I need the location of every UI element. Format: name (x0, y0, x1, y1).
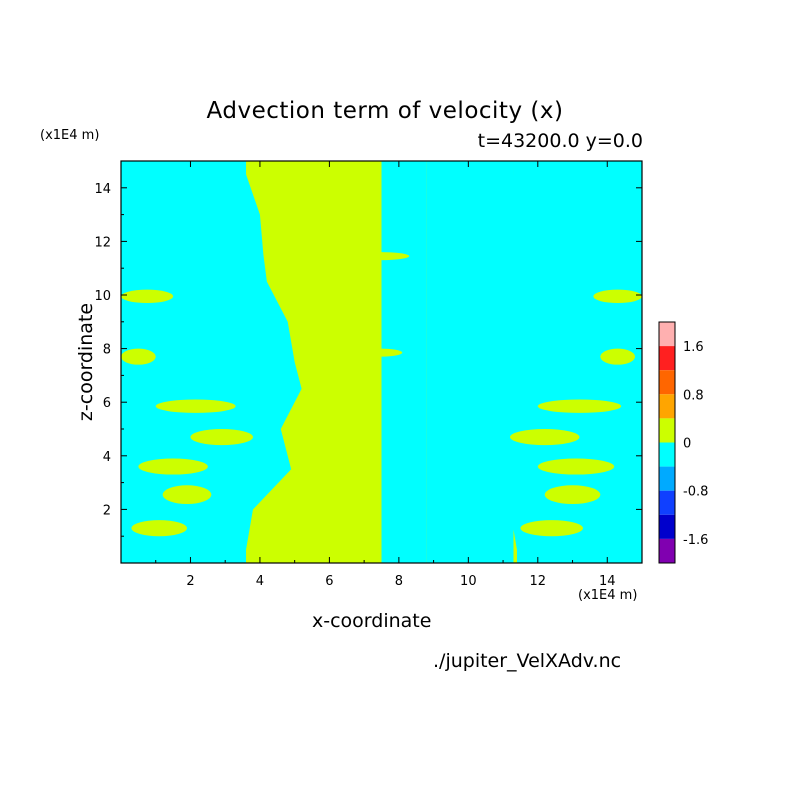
positive-patch (121, 348, 156, 365)
y-tick-label: 6 (103, 396, 111, 411)
x-axis-label: x-coordinate (312, 610, 432, 632)
x-tick-label: 10 (460, 574, 477, 589)
positive-patch (510, 429, 580, 446)
colorbar-swatch (659, 394, 675, 419)
source-filename: ./jupiter_VelXAdv.nc (433, 650, 622, 672)
positive-patch (121, 289, 174, 304)
colorbar-swatch (659, 418, 675, 443)
x-tick-label: 14 (599, 574, 616, 589)
positive-patch (131, 520, 187, 537)
y-tick-label: 14 (94, 182, 111, 197)
colorbar-label: -0.8 (683, 485, 708, 500)
x-tick-label: 6 (325, 574, 333, 589)
positive-patch (190, 429, 253, 446)
positive-patch (600, 348, 636, 365)
x-axis-unit: (x1E4 m) (578, 588, 638, 603)
colorbar-label: -1.6 (683, 533, 708, 548)
positive-region-left (246, 161, 382, 563)
colorbar-frame (658, 321, 676, 564)
colorbar-swatch (659, 322, 675, 347)
colorbar-label: 0.8 (683, 388, 704, 403)
x-tick-label: 8 (395, 574, 403, 589)
colorbar-swatch (659, 490, 675, 515)
colorbar-swatch (659, 514, 675, 539)
chart-title: Advection term of velocity (x) (206, 98, 564, 124)
colorbar-swatch (659, 466, 675, 491)
y-tick-label: 4 (103, 450, 111, 465)
y-tick-label: 10 (94, 289, 111, 304)
colorbar-swatch (659, 442, 675, 467)
chart-subtitle: t=43200.0 y=0.0 (477, 130, 643, 152)
positive-patch (162, 485, 212, 505)
positive-patch (357, 348, 403, 357)
x-tick-label: 2 (186, 574, 194, 589)
positive-patch (537, 458, 615, 475)
x-tick-label: 4 (256, 574, 264, 589)
positive-patch (155, 399, 236, 413)
y-tick-label: 12 (94, 235, 111, 250)
colorbar-swatch (659, 538, 675, 563)
colorbar-swatch (659, 346, 675, 371)
plot-frame (120, 160, 643, 564)
positive-patch (593, 289, 642, 304)
positive-patch (544, 485, 601, 505)
right-negative-strip (426, 161, 514, 563)
center-negative-strip (381, 161, 427, 563)
x-tick-label: 12 (530, 574, 547, 589)
positive-patch (537, 399, 622, 413)
colorbar-label: 0 (683, 437, 691, 452)
positive-patch (520, 520, 583, 537)
y-axis-unit: (x1E4 m) (40, 128, 100, 143)
positive-patch (350, 252, 410, 261)
positive-patch (138, 458, 208, 475)
y-tick-label: 8 (103, 343, 111, 358)
colorbar-label: 1.6 (683, 340, 704, 355)
colorbar-swatch (659, 370, 675, 395)
y-tick-label: 2 (103, 503, 111, 518)
